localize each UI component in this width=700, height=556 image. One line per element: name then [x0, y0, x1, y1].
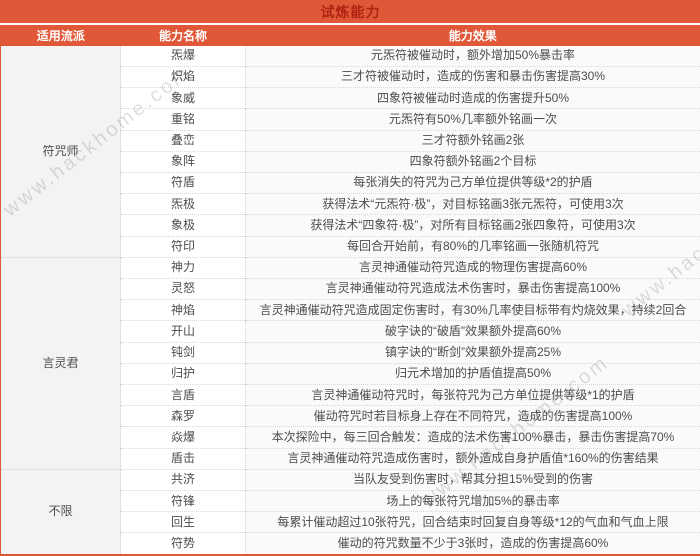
ability-name-cell: 符锋: [120, 490, 246, 512]
ability-effect-cell: 言灵神通催动符咒造成伤害时，额外造成自身护盾值*160%的伤害结果: [245, 447, 700, 470]
column-header-school: 适用流派: [0, 24, 121, 46]
school-cell: 符咒师: [0, 46, 121, 258]
table-row: 象威 四象符被催动时造成的伤害提升50%: [1, 87, 700, 109]
school-cell: 言灵君: [0, 256, 121, 470]
ability-name-cell: 焱爆: [120, 426, 246, 449]
table-row: 回生 每累计催动超过10张符咒，回合结束时回复自身等级*12的气血和气血上限: [1, 511, 700, 533]
ability-effect-cell: 获得法术“元炁符·极”，对目标铭画3张元炁符，可使用3次: [245, 193, 700, 215]
ability-effect-cell: 每张消失的符咒为己方单位提供等级*2的护盾: [245, 171, 700, 194]
ability-effect-cell: 元炁符被催动时，额外增加50%暴击率: [245, 46, 700, 67]
table-row: 象极 获得法术“四象符·极”，对所有目标铭画2张四象符，可使用3次: [1, 214, 700, 237]
column-header-effect: 能力效果: [245, 24, 700, 46]
table-row: 符印 每回合开始前，有80%的几率铭画一张随机符咒: [1, 235, 700, 258]
ability-name-cell: 归护: [120, 362, 246, 385]
table-row: 盾击 言灵神通催动符咒造成伤害时，额外造成自身护盾值*160%的伤害结果: [1, 447, 700, 470]
school-cell: 不限: [0, 468, 121, 555]
ability-name-cell: 重铭: [120, 108, 246, 131]
ability-effect-cell: 镇字诀的“断剑”效果额外提高25%: [245, 341, 700, 364]
table-row: 叠峦 三才符额外铭画2张: [1, 129, 700, 152]
table-row: 象阵 四象符额外铭画2个目标: [1, 150, 700, 173]
ability-effect-cell: 四象符被催动时造成的伤害提升50%: [245, 87, 700, 109]
table-row: 灵怒 言灵神通催动符咒造成法术伤害时，暴击伤害提高100%: [1, 277, 700, 300]
table-row: 神焰 言灵神通催动符咒造成固定伤害时，有30%几率使目标带有灼烧效果，持续2回合: [1, 299, 700, 321]
ability-name-cell: 灵怒: [120, 277, 246, 300]
ability-name-cell: 言盾: [120, 383, 246, 406]
column-header-row: 适用流派 能力名称 能力效果: [0, 24, 700, 46]
ability-name-cell: 神力: [120, 256, 246, 279]
table-row: 钝剑 镇字诀的“断剑”效果额外提高25%: [1, 341, 700, 364]
ability-name-cell: 象威: [120, 87, 246, 109]
ability-name-cell: 盾击: [120, 447, 246, 470]
ability-effect-cell: 三才符被催动时，造成的伤害和暴击伤害提高30%: [245, 65, 700, 88]
ability-effect-cell: 当队友受到伤害时，帮其分担15%受到的伤害: [245, 468, 700, 491]
page-title: 试炼能力: [0, 0, 700, 25]
ability-effect-cell: 三才符额外铭画2张: [245, 129, 700, 152]
table-row: 不限 共济 当队友受到伤害时，帮其分担15%受到的伤害: [0, 468, 700, 555]
ability-name-cell: 钝剑: [120, 341, 246, 364]
ability-name-cell: 符印: [120, 235, 246, 258]
ability-effect-cell: 言灵神通催动符咒时，每张符咒为己方单位提供等级*1的护盾: [245, 383, 700, 406]
ability-effect-cell: 场上的每张符咒增加5%的暴击率: [245, 490, 700, 512]
ability-effect-cell: 言灵神通催动符咒造成法术伤害时，暴击伤害提高100%: [245, 277, 700, 300]
ability-effect-cell: 每回合开始前，有80%的几率铭画一张随机符咒: [245, 235, 700, 258]
ability-name-cell: 叠峦: [120, 129, 246, 152]
ability-effect-cell: 四象符额外铭画2个目标: [245, 150, 700, 173]
table-row: 符盾 每张消失的符咒为己方单位提供等级*2的护盾: [1, 171, 700, 194]
table-row: 炁极 获得法术“元炁符·极”，对目标铭画3张元炁符，可使用3次: [1, 193, 700, 215]
ability-name-cell: 开山: [120, 320, 246, 343]
table-body: 符咒师 炁爆 元炁符被催动时，额外增加50%暴击率 炽焰 三才符被催动时，造成的伤害和暴…: [0, 46, 700, 555]
table-row: 炽焰 三才符被催动时，造成的伤害和暴击伤害提高30%: [1, 65, 700, 88]
table-title-row: 试炼能力: [0, 0, 700, 25]
table-row: 言灵君 神力 言灵神通催动符咒造成的物理伤害提高60%: [0, 256, 700, 470]
ability-effect-cell: 言灵神通催动符咒造成的物理伤害提高60%: [245, 256, 700, 279]
ability-effect-cell: 催动符咒时若目标身上存在不同符咒，造成的伤害提高100%: [245, 405, 700, 427]
ability-name-cell: 森罗: [120, 405, 246, 427]
ability-name-cell: 符势: [120, 532, 246, 555]
ability-name-cell: 共济: [120, 468, 246, 491]
ability-effect-cell: 本次探险中，每三回合触发：造成的法术伤害100%暴击，暴击伤害提高70%: [245, 426, 700, 449]
ability-effect-cell: 言灵神通催动符咒造成固定伤害时，有30%几率使目标带有灼烧效果，持续2回合: [245, 299, 700, 321]
ability-effect-cell: 元炁符有50%几率额外铭画一次: [245, 108, 700, 131]
table-row: 归护 归元术增加的护盾值提高50%: [1, 362, 700, 385]
ability-effect-cell: 获得法术“四象符·极”，对所有目标铭画2张四象符，可使用3次: [245, 214, 700, 237]
ability-effect-cell: 每累计催动超过10张符咒，回合结束时回复自身等级*12的气血和气血上限: [245, 511, 700, 533]
ability-name-cell: 回生: [120, 511, 246, 533]
ability-name-cell: 炁极: [120, 193, 246, 215]
ability-effect-cell: 归元术增加的护盾值提高50%: [245, 362, 700, 385]
table-row: 符势 催动的符咒数量不少于3张时，造成的伤害提高60%: [1, 532, 700, 555]
ability-effect-cell: 催动的符咒数量不少于3张时，造成的伤害提高60%: [245, 532, 700, 555]
table-row: 森罗 催动符咒时若目标身上存在不同符咒，造成的伤害提高100%: [1, 405, 700, 427]
ability-name-cell: 炽焰: [120, 65, 246, 88]
ability-name-cell: 炁爆: [120, 46, 246, 67]
table-row: 符锋 场上的每张符咒增加5%的暴击率: [1, 490, 700, 512]
ability-name-cell: 神焰: [120, 299, 246, 321]
ability-effect-cell: 破字诀的“破盾”效果额外提高60%: [245, 320, 700, 343]
column-header-name: 能力名称: [120, 24, 246, 46]
ability-name-cell: 象阵: [120, 150, 246, 173]
ability-name-cell: 符盾: [120, 171, 246, 194]
table-row: 开山 破字诀的“破盾”效果额外提高60%: [1, 320, 700, 343]
table-row: 重铭 元炁符有50%几率额外铭画一次: [1, 108, 700, 131]
table-row: 言盾 言灵神通催动符咒时，每张符咒为己方单位提供等级*1的护盾: [1, 383, 700, 406]
table-row: 焱爆 本次探险中，每三回合触发：造成的法术伤害100%暴击，暴击伤害提高70%: [1, 426, 700, 449]
table-row: 符咒师 炁爆 元炁符被催动时，额外增加50%暴击率: [0, 46, 700, 258]
ability-name-cell: 象极: [120, 214, 246, 237]
